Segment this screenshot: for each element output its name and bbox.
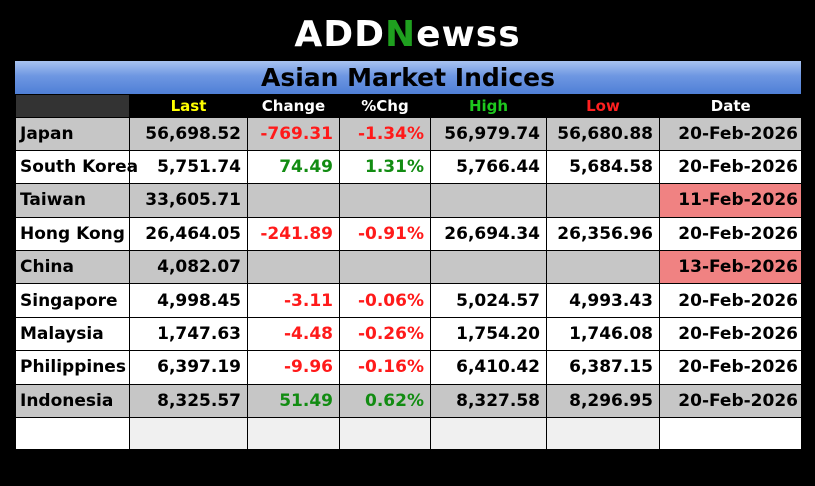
pct-change-value: 1.31% [339, 149, 431, 185]
date-value: 20-Feb-2026 [659, 316, 802, 352]
date-value: 20-Feb-2026 [659, 383, 802, 419]
high-value: 26,694.34 [430, 216, 547, 252]
change-value: -241.89 [247, 216, 340, 252]
table-row: Malaysia 1,747.63 -4.48 -0.26% 1,754.20 … [15, 316, 802, 352]
market-indices-table: Last Change %Chg High Low Date Japan 56,… [15, 95, 802, 451]
header-last: Last [129, 95, 248, 117]
high-value: 1,754.20 [430, 316, 547, 352]
change-value: -3.11 [247, 283, 340, 318]
change-value: 51.49 [247, 383, 340, 419]
last-value: 26,464.05 [129, 216, 248, 252]
header-row: Last Change %Chg High Low Date [15, 95, 802, 117]
logo-text-start: ADD [294, 13, 385, 55]
last-value: 33,605.71 [129, 183, 248, 218]
last-value: 4,998.45 [129, 283, 248, 318]
market-name: Malaysia [15, 316, 130, 352]
empty-cell [129, 417, 248, 451]
low-value: 26,356.96 [546, 216, 660, 252]
market-name: Japan [15, 116, 130, 151]
low-value [546, 250, 660, 285]
empty-cell [339, 417, 431, 451]
empty-cell [430, 417, 547, 451]
date-value: 20-Feb-2026 [659, 116, 802, 151]
table-title: Asian Market Indices [260, 63, 556, 92]
table-title-banner: Asian Market Indices [15, 61, 801, 94]
market-name: South Korea [15, 149, 138, 185]
last-value: 5,751.74 [129, 149, 248, 185]
pct-change-value: -0.91% [339, 216, 431, 252]
pct-change-value: 0.62% [339, 383, 431, 419]
change-value [247, 183, 340, 218]
date-value: 20-Feb-2026 [659, 149, 802, 185]
last-value: 6,397.19 [129, 350, 248, 385]
pct-change-value: -1.34% [339, 116, 431, 151]
pct-change-value: -0.26% [339, 316, 431, 352]
last-value: 8,325.57 [129, 383, 248, 419]
pct-change-value [339, 183, 431, 218]
change-value: -4.48 [247, 316, 340, 352]
low-value: 6,387.15 [546, 350, 660, 385]
low-value: 8,296.95 [546, 383, 660, 419]
high-value: 8,327.58 [430, 383, 547, 419]
low-value: 5,684.58 [546, 149, 660, 185]
header-change: Change [247, 95, 340, 117]
table-row: South Korea 5,751.74 74.49 1.31% 5,766.4… [15, 149, 802, 185]
high-value: 56,979.74 [430, 116, 547, 151]
empty-cell [15, 417, 130, 451]
table-row: Indonesia 8,325.57 51.49 0.62% 8,327.58 … [15, 383, 802, 419]
market-name: China [15, 250, 130, 285]
pct-change-value: -0.16% [339, 350, 431, 385]
empty-cell [659, 417, 802, 451]
market-name: Indonesia [15, 383, 130, 419]
last-value: 56,698.52 [129, 116, 248, 151]
change-value [247, 250, 340, 285]
empty-cell [247, 417, 340, 451]
pct-change-value: -0.06% [339, 283, 431, 318]
header-market [15, 95, 130, 117]
pct-change-value [339, 250, 431, 285]
change-value: 74.49 [247, 149, 340, 185]
high-value: 5,024.57 [430, 283, 547, 318]
high-value: 5,766.44 [430, 149, 547, 185]
low-value: 1,746.08 [546, 316, 660, 352]
date-value: 20-Feb-2026 [659, 283, 802, 318]
change-value: -769.31 [247, 116, 340, 151]
table-row: Japan 56,698.52 -769.31 -1.34% 56,979.74… [15, 116, 802, 151]
table-row: Singapore 4,998.45 -3.11 -0.06% 5,024.57… [15, 283, 802, 318]
table-row: Philippines 6,397.19 -9.96 -0.16% 6,410.… [15, 350, 802, 385]
header-high: High [430, 95, 547, 117]
last-value: 4,082.07 [129, 250, 248, 285]
high-value [430, 183, 547, 218]
date-value: 20-Feb-2026 [659, 350, 802, 385]
market-name: Singapore [15, 283, 130, 318]
empty-cell [546, 417, 660, 451]
table-row: Hong Kong 26,464.05 -241.89 -0.91% 26,69… [15, 216, 802, 252]
table-row: China 4,082.07 13-Feb-2026 [15, 250, 802, 285]
header-date: Date [659, 95, 802, 117]
change-value: -9.96 [247, 350, 340, 385]
logo-text-accent: N [384, 13, 417, 55]
table-row: Taiwan 33,605.71 11-Feb-2026 [15, 183, 802, 218]
empty-row [15, 417, 802, 451]
low-value: 56,680.88 [546, 116, 660, 151]
high-value: 6,410.42 [430, 350, 547, 385]
logo-text-end: ewss [416, 13, 521, 55]
high-value [430, 250, 547, 285]
date-value-stale: 13-Feb-2026 [659, 250, 802, 285]
last-value: 1,747.63 [129, 316, 248, 352]
date-value: 20-Feb-2026 [659, 216, 802, 252]
market-name: Philippines [15, 350, 130, 385]
market-name: Hong Kong [15, 216, 130, 252]
low-value: 4,993.43 [546, 283, 660, 318]
date-value-stale: 11-Feb-2026 [659, 183, 802, 218]
low-value [546, 183, 660, 218]
header-low: Low [546, 95, 660, 117]
header-pct-change: %Chg [339, 95, 431, 117]
market-name: Taiwan [15, 183, 130, 218]
